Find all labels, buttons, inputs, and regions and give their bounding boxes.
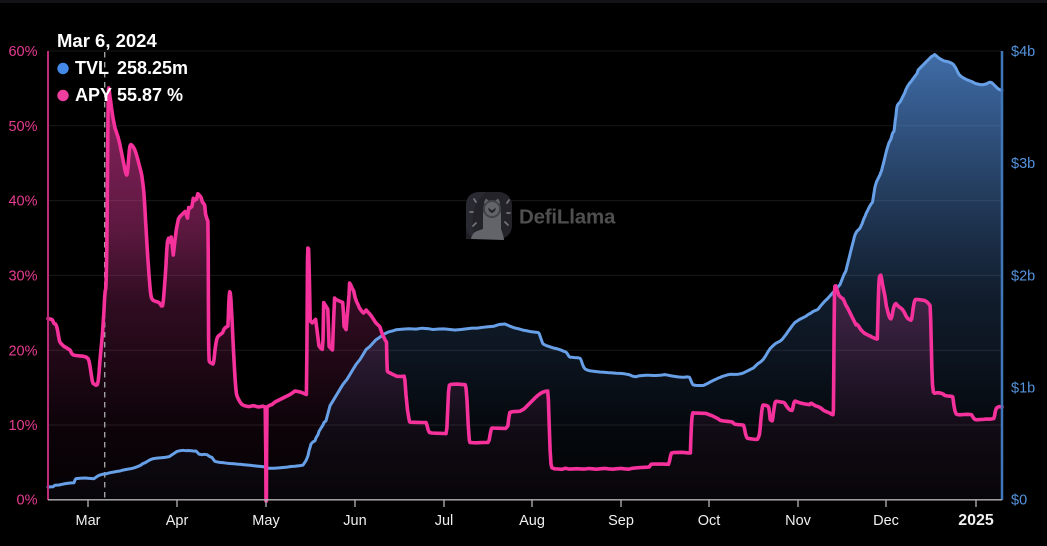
svg-text:$3b: $3b: [1011, 156, 1035, 172]
svg-text:30%: 30%: [8, 269, 37, 285]
svg-text:APY: APY: [75, 85, 112, 105]
svg-text:$2b: $2b: [1011, 268, 1035, 284]
svg-text:55.87 %: 55.87 %: [117, 85, 183, 105]
svg-text:258.25m: 258.25m: [117, 58, 188, 78]
svg-text:DefiLlama: DefiLlama: [519, 206, 616, 229]
svg-text:50%: 50%: [8, 119, 37, 135]
svg-text:60%: 60%: [8, 44, 37, 60]
svg-text:Apr: Apr: [166, 513, 189, 529]
svg-text:Mar: Mar: [76, 513, 101, 529]
svg-text:40%: 40%: [8, 194, 37, 210]
svg-text:$4b: $4b: [1011, 44, 1035, 60]
svg-text:May: May: [252, 513, 280, 529]
svg-text:Aug: Aug: [519, 513, 545, 529]
svg-text:Jul: Jul: [435, 513, 454, 529]
svg-text:Jun: Jun: [343, 513, 366, 529]
svg-text:20%: 20%: [8, 343, 37, 359]
svg-text:$1b: $1b: [1011, 380, 1035, 396]
svg-text:$0: $0: [1011, 493, 1027, 509]
svg-text:0%: 0%: [17, 493, 38, 509]
svg-text:Sep: Sep: [608, 513, 634, 529]
svg-text:Oct: Oct: [698, 513, 721, 529]
svg-text:Mar 6, 2024: Mar 6, 2024: [57, 30, 157, 51]
svg-text:10%: 10%: [8, 418, 37, 434]
svg-text:TVL: TVL: [75, 58, 109, 78]
svg-text:Nov: Nov: [785, 513, 812, 529]
svg-text:Dec: Dec: [873, 513, 899, 529]
svg-text:2025: 2025: [958, 512, 994, 529]
